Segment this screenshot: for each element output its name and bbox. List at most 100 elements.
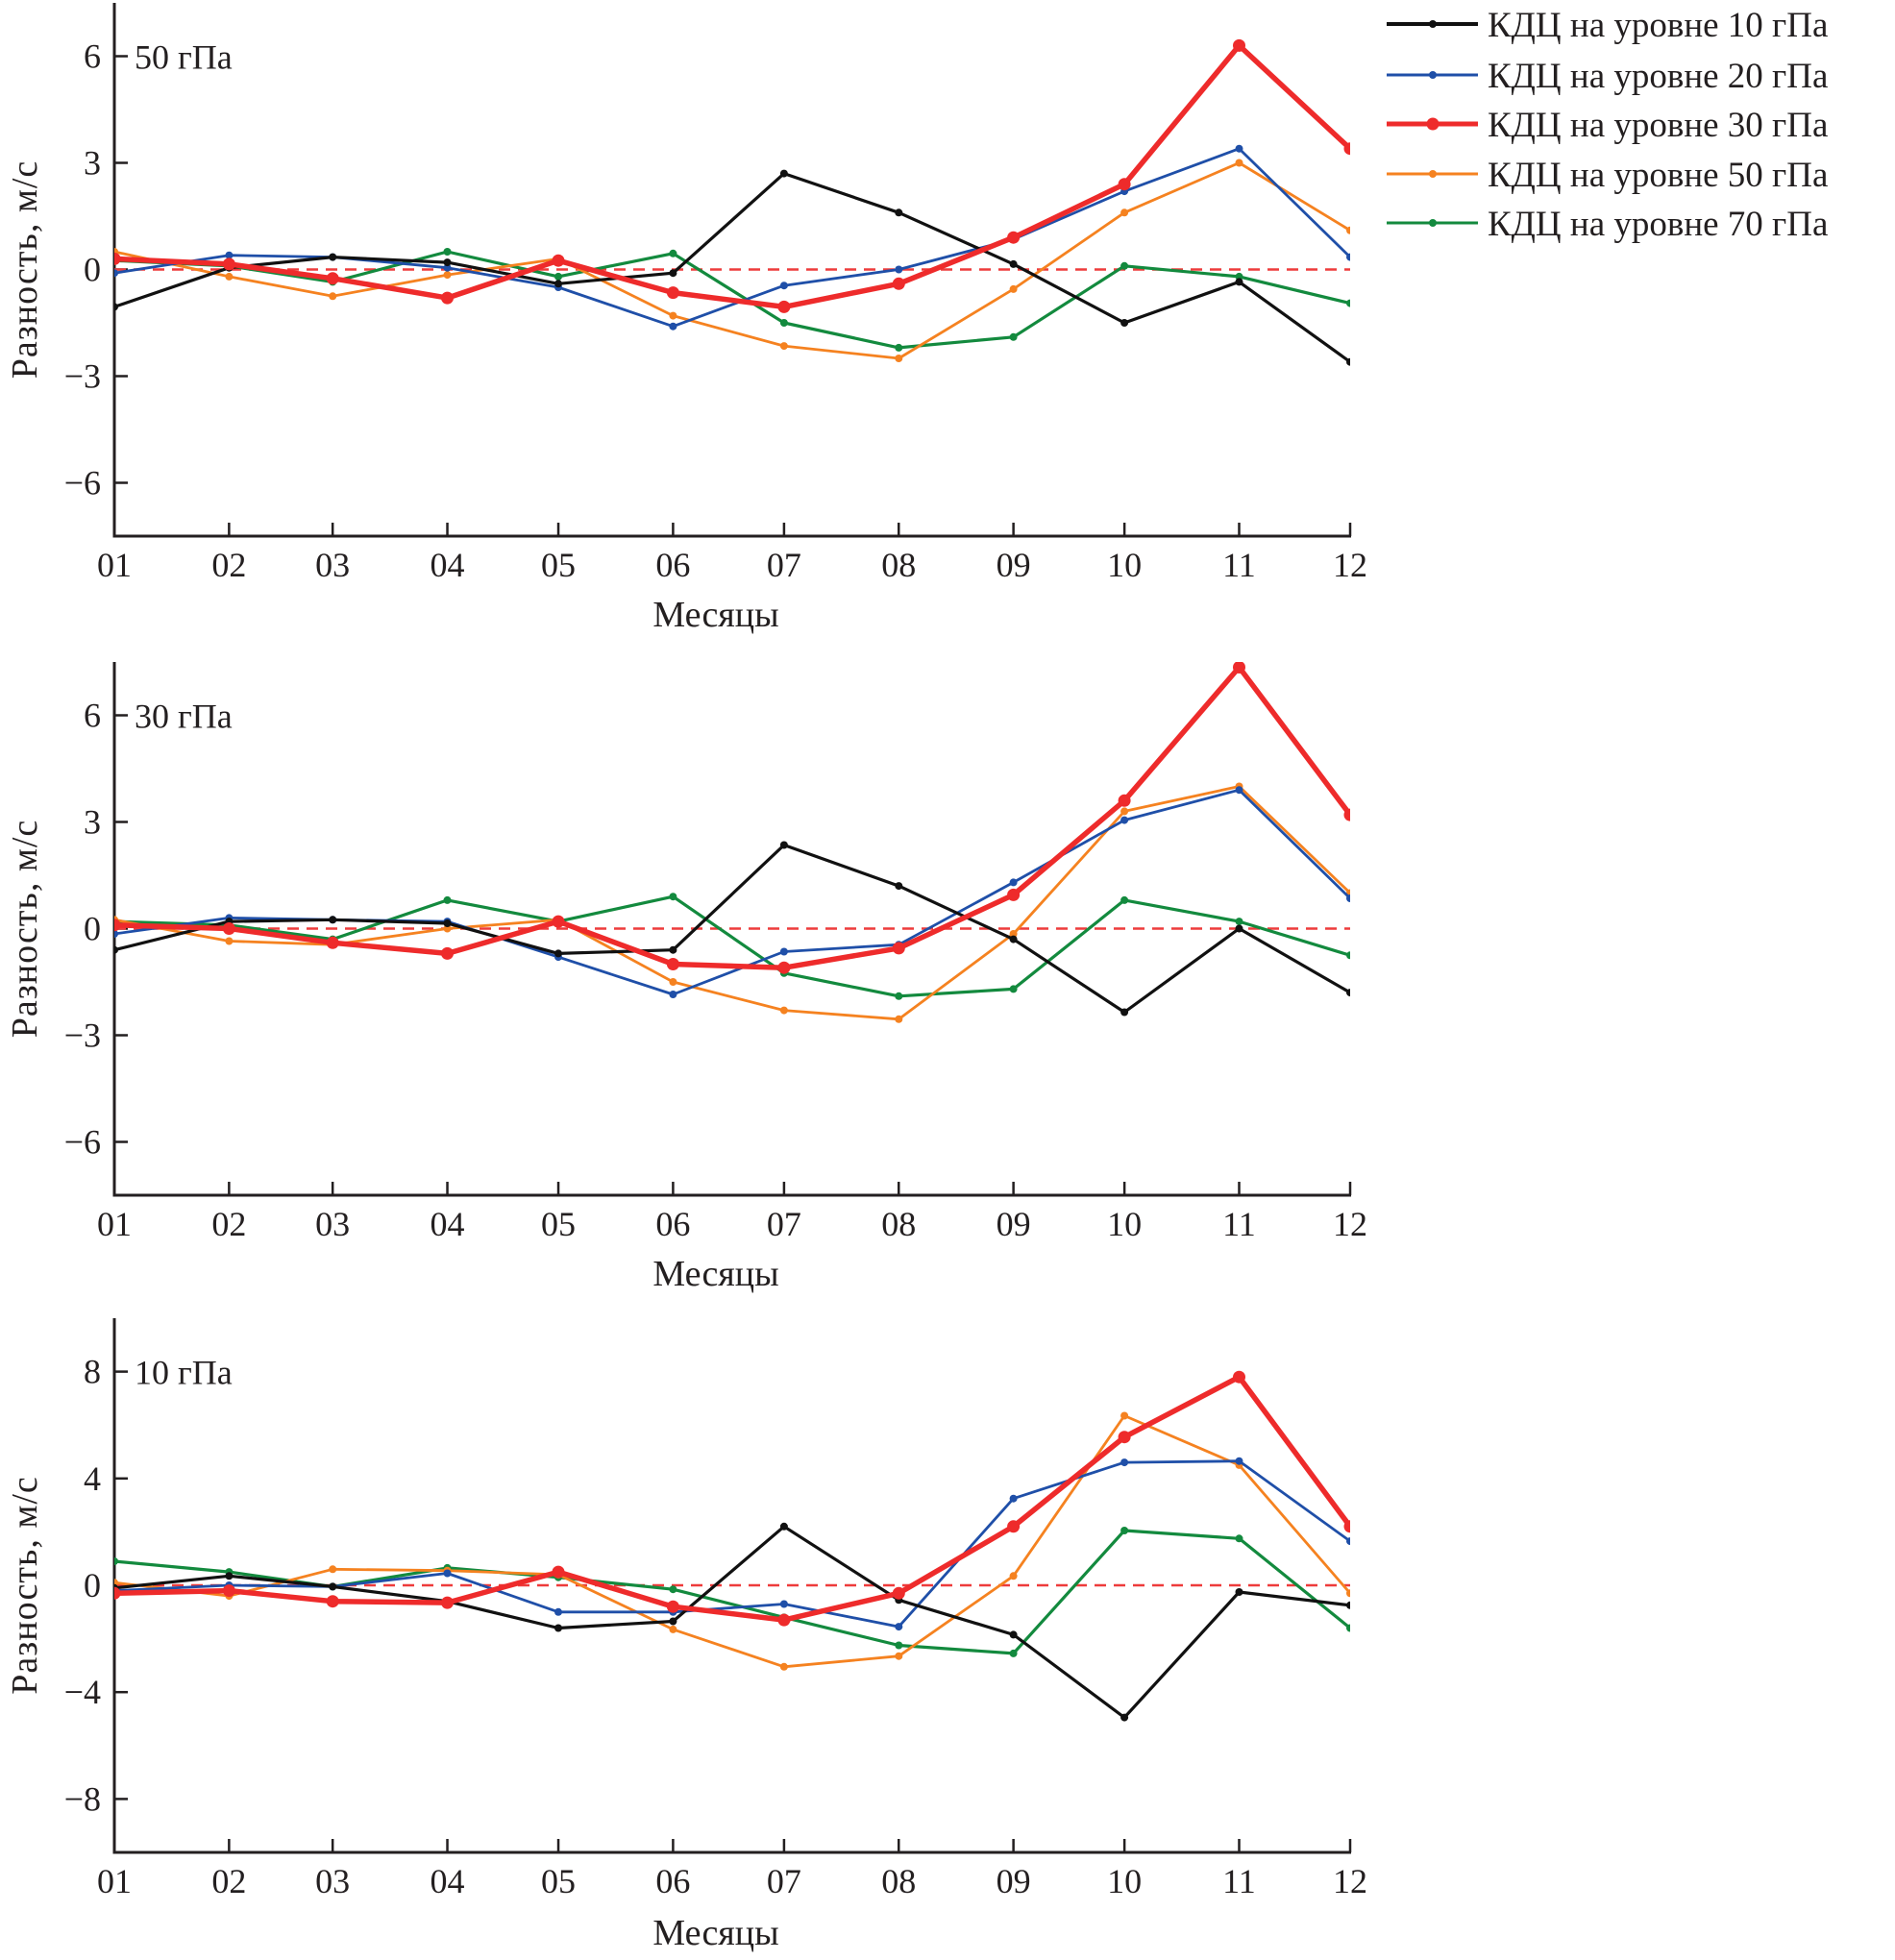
data-point-s50 — [669, 1625, 677, 1633]
data-point-s70 — [1235, 272, 1243, 281]
data-point-s70 — [443, 248, 452, 256]
data-point-s10 — [114, 303, 118, 311]
data-point-s30 — [1343, 808, 1350, 821]
data-point-s10 — [1009, 935, 1018, 943]
series-line-s30 — [114, 42, 1350, 310]
x-tick-label: 11 — [1222, 1205, 1256, 1243]
y-tick-label: −3 — [64, 1017, 101, 1055]
data-point-s10 — [1235, 1588, 1243, 1596]
y-tick-label: 8 — [84, 1353, 101, 1391]
data-point-s50 — [669, 311, 677, 320]
legend-marker-10 — [1429, 20, 1437, 28]
x-tick-label: 10 — [1107, 1862, 1142, 1900]
legend-marker-70 — [1429, 219, 1437, 227]
data-point-s50 — [443, 924, 452, 933]
data-point-s30 — [777, 300, 791, 313]
x-tick-label: 02 — [211, 546, 246, 584]
data-point-s30 — [892, 277, 905, 290]
x-tick-label: 11 — [1222, 1862, 1256, 1900]
x-tick-label: 12 — [1333, 1862, 1367, 1900]
series-line-s50 — [114, 785, 1350, 1021]
x-tick-label: 09 — [997, 546, 1031, 584]
x-tick-label: 07 — [767, 546, 801, 584]
legend-entry-20: КДЦ на уровне 20 гПа — [1387, 57, 1828, 96]
data-point-s10 — [1120, 1008, 1129, 1017]
data-point-s70 — [1009, 332, 1018, 341]
data-point-s50 — [779, 342, 788, 351]
data-point-s30 — [552, 915, 565, 928]
data-point-s10 — [669, 945, 677, 954]
data-point-s10 — [329, 1582, 337, 1591]
x-tick-label: 05 — [541, 1205, 576, 1243]
y-tick-label: 3 — [84, 803, 101, 842]
x-tick-label: 07 — [767, 1862, 801, 1900]
y-tick-label: 6 — [84, 37, 101, 76]
x-tick-label: 02 — [211, 1205, 246, 1243]
data-point-s50 — [1120, 807, 1129, 816]
data-point-s20 — [1120, 816, 1129, 824]
data-point-s30 — [1118, 178, 1131, 191]
x-tick-label: 08 — [881, 1862, 916, 1900]
data-point-s30 — [666, 286, 679, 300]
data-point-s50 — [1009, 930, 1018, 938]
series-line-s30 — [114, 1374, 1350, 1623]
series-line-s10 — [114, 843, 1350, 1015]
data-point-s30 — [1118, 794, 1131, 807]
y-tick-label: −6 — [64, 1123, 101, 1162]
data-point-s50 — [329, 292, 337, 301]
data-point-s10 — [1346, 989, 1350, 997]
data-point-s70 — [895, 1641, 903, 1650]
data-point-s10 — [779, 841, 788, 849]
y-axis-title: Разность, м/с — [5, 1476, 45, 1695]
data-point-s70 — [669, 249, 677, 257]
data-point-s20 — [443, 263, 452, 272]
data-point-s10 — [1346, 1601, 1350, 1609]
data-point-s20 — [1120, 1458, 1129, 1467]
y-tick-label: 3 — [84, 144, 101, 183]
x-axis-title: Месяцы — [652, 1913, 778, 1953]
x-tick-label: 01 — [97, 546, 132, 584]
data-point-s10 — [1235, 924, 1243, 933]
data-point-s50 — [225, 937, 234, 945]
data-point-s70 — [554, 272, 562, 281]
series-group — [114, 662, 1350, 1023]
data-point-s70 — [1235, 918, 1243, 926]
x-tick-label: 04 — [431, 1205, 465, 1243]
data-point-s70 — [1009, 985, 1018, 993]
data-point-s30 — [1233, 38, 1245, 52]
data-point-s30 — [1343, 142, 1350, 156]
y-tick-label: 0 — [84, 251, 101, 289]
data-point-s20 — [1346, 894, 1350, 902]
y-tick-label: −6 — [64, 464, 101, 502]
data-point-s50 — [1346, 226, 1350, 234]
legend-entry-70: КДЦ на уровне 70 гПа — [1387, 205, 1828, 244]
data-point-s10 — [554, 1624, 562, 1632]
x-tick-label: 01 — [97, 1862, 132, 1900]
legend: КДЦ на уровне 10 гПа КДЦ на уровне 20 гП… — [1387, 6, 1828, 244]
data-point-s30 — [666, 1600, 679, 1613]
y-axis-title: Разность, м/с — [5, 160, 45, 380]
panel-label: 50 гПа — [135, 38, 233, 77]
x-tick-label: 07 — [767, 1205, 801, 1243]
y-tick-label: −3 — [64, 357, 101, 396]
data-point-s30 — [114, 919, 121, 932]
data-point-s10 — [1009, 259, 1018, 268]
data-point-s30 — [1233, 662, 1245, 674]
data-point-s50 — [329, 1565, 337, 1574]
data-point-s30 — [222, 257, 235, 271]
data-point-s30 — [326, 272, 339, 285]
data-point-s10 — [1235, 278, 1243, 286]
legend-label-20: КДЦ на уровне 20 гПа — [1488, 57, 1828, 96]
x-tick-label: 04 — [431, 546, 465, 584]
data-point-s20 — [779, 282, 788, 290]
y-tick-label: 6 — [84, 697, 101, 735]
data-point-s20 — [1009, 878, 1018, 887]
x-tick-label: 06 — [655, 1862, 690, 1900]
data-point-s10 — [329, 253, 337, 261]
data-point-s20 — [779, 1600, 788, 1608]
legend-entry-10: КДЦ на уровне 10 гПа — [1387, 6, 1828, 45]
data-point-s10 — [1120, 1713, 1129, 1722]
legend-label-30: КДЦ на уровне 30 гПа — [1488, 106, 1828, 145]
data-point-s30 — [1007, 888, 1021, 901]
